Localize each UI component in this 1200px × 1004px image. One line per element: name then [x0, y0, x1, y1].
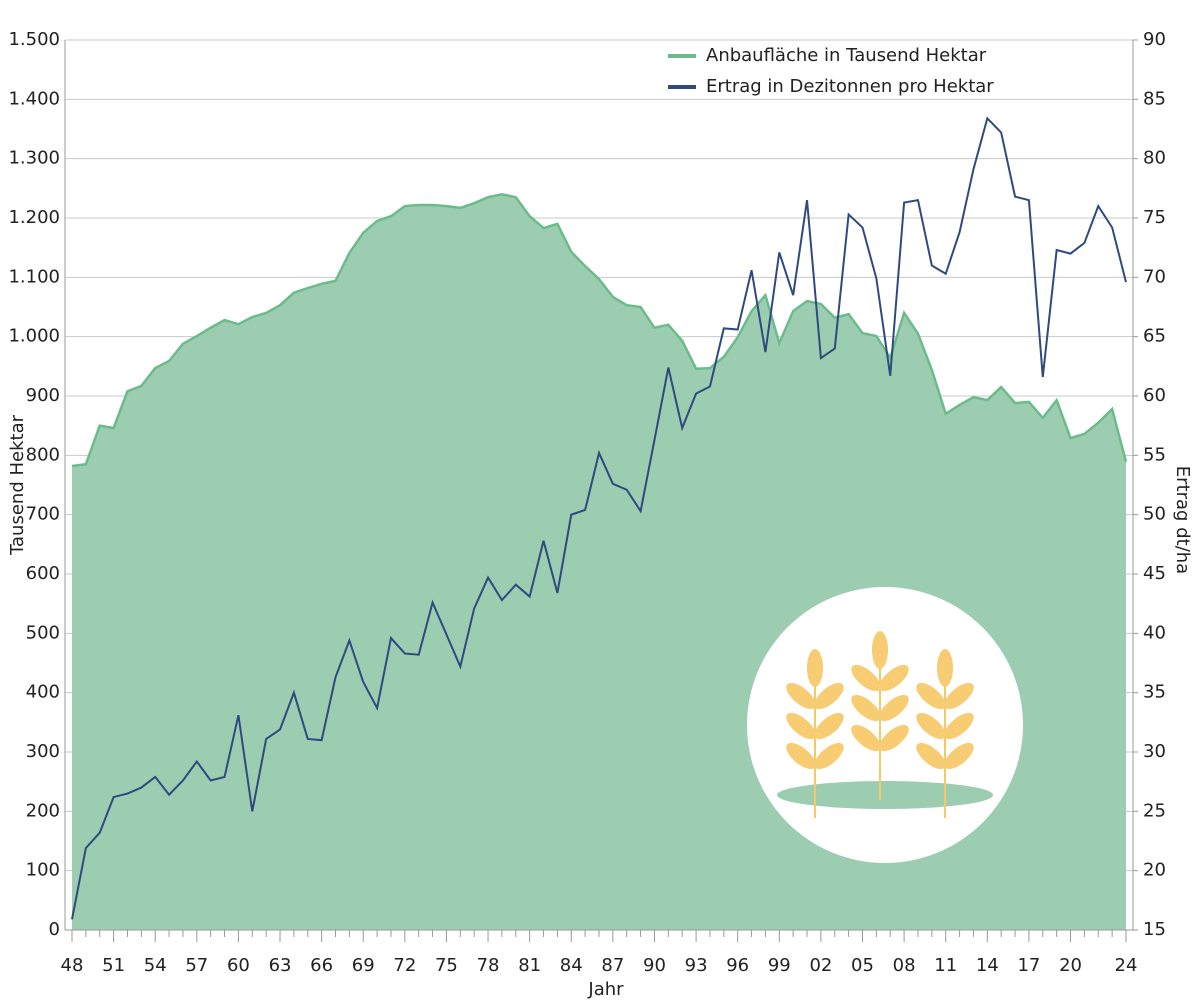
y2-tick-label: 50 — [1143, 504, 1166, 525]
x-axis-label: Jahr — [587, 979, 624, 1000]
y2-tick-label: 45 — [1143, 563, 1166, 584]
x-tick-label: 11 — [934, 955, 957, 976]
y2-tick-label: 65 — [1143, 326, 1166, 347]
axes: 0 100 200 300 400 500 600 700 800 900 1.000 1.100 1.… — [8, 29, 1165, 976]
x-tick-label: 08 — [893, 955, 916, 976]
y-tick-label: 400 — [26, 682, 60, 703]
x-tick-label: 87 — [601, 955, 624, 976]
y-tick-label: 1.500 — [8, 29, 60, 50]
x-tick-label: 66 — [310, 955, 333, 976]
x-tick-label: 57 — [185, 955, 208, 976]
x-tick-label: 54 — [144, 955, 167, 976]
y-tick-label: 100 — [26, 860, 60, 881]
y2-tick-label: 90 — [1143, 29, 1166, 50]
wheat-icon — [747, 587, 1023, 863]
y2-tick-label: 40 — [1143, 622, 1166, 643]
y2-tick-label: 70 — [1143, 266, 1166, 287]
y2-tick-label: 25 — [1143, 800, 1166, 821]
x-tick-label: 81 — [518, 955, 541, 976]
y2-axis-label: Ertrag dt/ha — [1172, 466, 1193, 574]
x-tick-label: 14 — [976, 955, 999, 976]
y2-tick-label: 85 — [1143, 88, 1166, 109]
y-tick-label: 1.200 — [8, 207, 60, 228]
x-tick-label: 78 — [477, 955, 500, 976]
x-tick-label: 60 — [227, 955, 250, 976]
x-tick-label: 02 — [809, 955, 832, 976]
x-tick-label: 93 — [685, 955, 708, 976]
y2-tick-label: 80 — [1143, 148, 1166, 169]
y2-tick-label: 75 — [1143, 207, 1166, 228]
x-tick-label: 63 — [269, 955, 292, 976]
y2-tick-label: 15 — [1143, 919, 1166, 940]
y-tick-label: 0 — [49, 919, 60, 940]
legend-label: Ertrag in Dezitonnen pro Hektar — [706, 76, 994, 97]
y2-tick-label: 55 — [1143, 444, 1166, 465]
x-tick-label: 24 — [1115, 955, 1138, 976]
x-tick-label: 96 — [726, 955, 749, 976]
y-axis-label: Tausend Hektar — [7, 414, 28, 556]
x-tick-label: 90 — [643, 955, 666, 976]
y-tick-label: 200 — [26, 800, 60, 821]
x-tick-label: 48 — [61, 955, 84, 976]
x-tick-label: 72 — [393, 955, 416, 976]
legend-label: Anbaufläche in Tausend Hektar — [706, 45, 987, 66]
y2-tick-label: 30 — [1143, 741, 1166, 762]
x-tick-label: 20 — [1059, 955, 1082, 976]
y2-tick-label: 35 — [1143, 682, 1166, 703]
y-tick-label: 500 — [26, 622, 60, 643]
x-tick-label: 69 — [352, 955, 375, 976]
y-tick-label: 600 — [26, 563, 60, 584]
y-tick-label: 900 — [26, 385, 60, 406]
y2-tick-label: 60 — [1143, 385, 1166, 406]
y-tick-label: 1.400 — [8, 88, 60, 109]
y2-tick-label: 20 — [1143, 860, 1166, 881]
x-tick-label: 99 — [768, 955, 791, 976]
y-tick-label: 1.100 — [8, 266, 60, 287]
y-tick-label: 1.300 — [8, 148, 60, 169]
y-tick-label: 300 — [26, 741, 60, 762]
x-tick-label: 51 — [102, 955, 125, 976]
x-tick-label: 84 — [560, 955, 583, 976]
y-tick-label: 800 — [26, 444, 60, 465]
x-tick-label: 17 — [1017, 955, 1040, 976]
x-tick-label: 05 — [851, 955, 874, 976]
y-tick-label: 1.000 — [8, 326, 60, 347]
y-tick-label: 700 — [26, 504, 60, 525]
x-tick-label: 75 — [435, 955, 458, 976]
line — [71, 116, 1127, 920]
area-edge — [71, 192, 1128, 468]
